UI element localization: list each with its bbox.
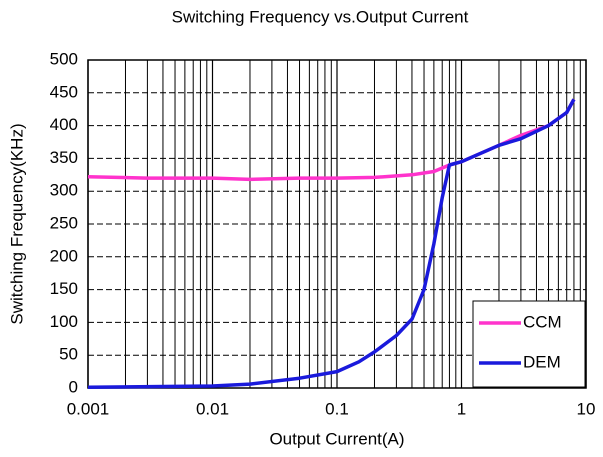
- y-tick-label: 0: [69, 377, 78, 396]
- y-tick-label: 50: [59, 345, 78, 364]
- x-axis-label: Output Current(A): [269, 429, 404, 448]
- y-tick-label: 300: [50, 181, 78, 200]
- y-tick-label: 150: [50, 279, 78, 298]
- legend-label: DEM: [523, 352, 561, 371]
- x-tick-label: 0.01: [196, 399, 229, 418]
- y-tick-label: 100: [50, 312, 78, 331]
- x-tick-label: 0.001: [67, 399, 110, 418]
- legend-box: [472, 300, 586, 388]
- y-tick-label: 500: [50, 49, 78, 68]
- x-tick-label: 1: [457, 399, 466, 418]
- y-axis-label: Switching Frequency(KHz): [7, 123, 26, 324]
- x-tick-label: 10: [577, 399, 596, 418]
- y-tick-label: 400: [50, 115, 78, 134]
- legend-label: CCM: [523, 312, 562, 331]
- chart-title: Switching Frequency vs.Output Current: [172, 7, 469, 26]
- line-series: [87, 98, 576, 390]
- y-tick-label: 350: [50, 148, 78, 167]
- y-tick-label: 250: [50, 213, 78, 232]
- y-tick-label: 450: [50, 82, 78, 101]
- plot-frame: [87, 59, 587, 389]
- x-tick-label: 0.1: [325, 399, 349, 418]
- y-tick-label: 200: [50, 246, 78, 265]
